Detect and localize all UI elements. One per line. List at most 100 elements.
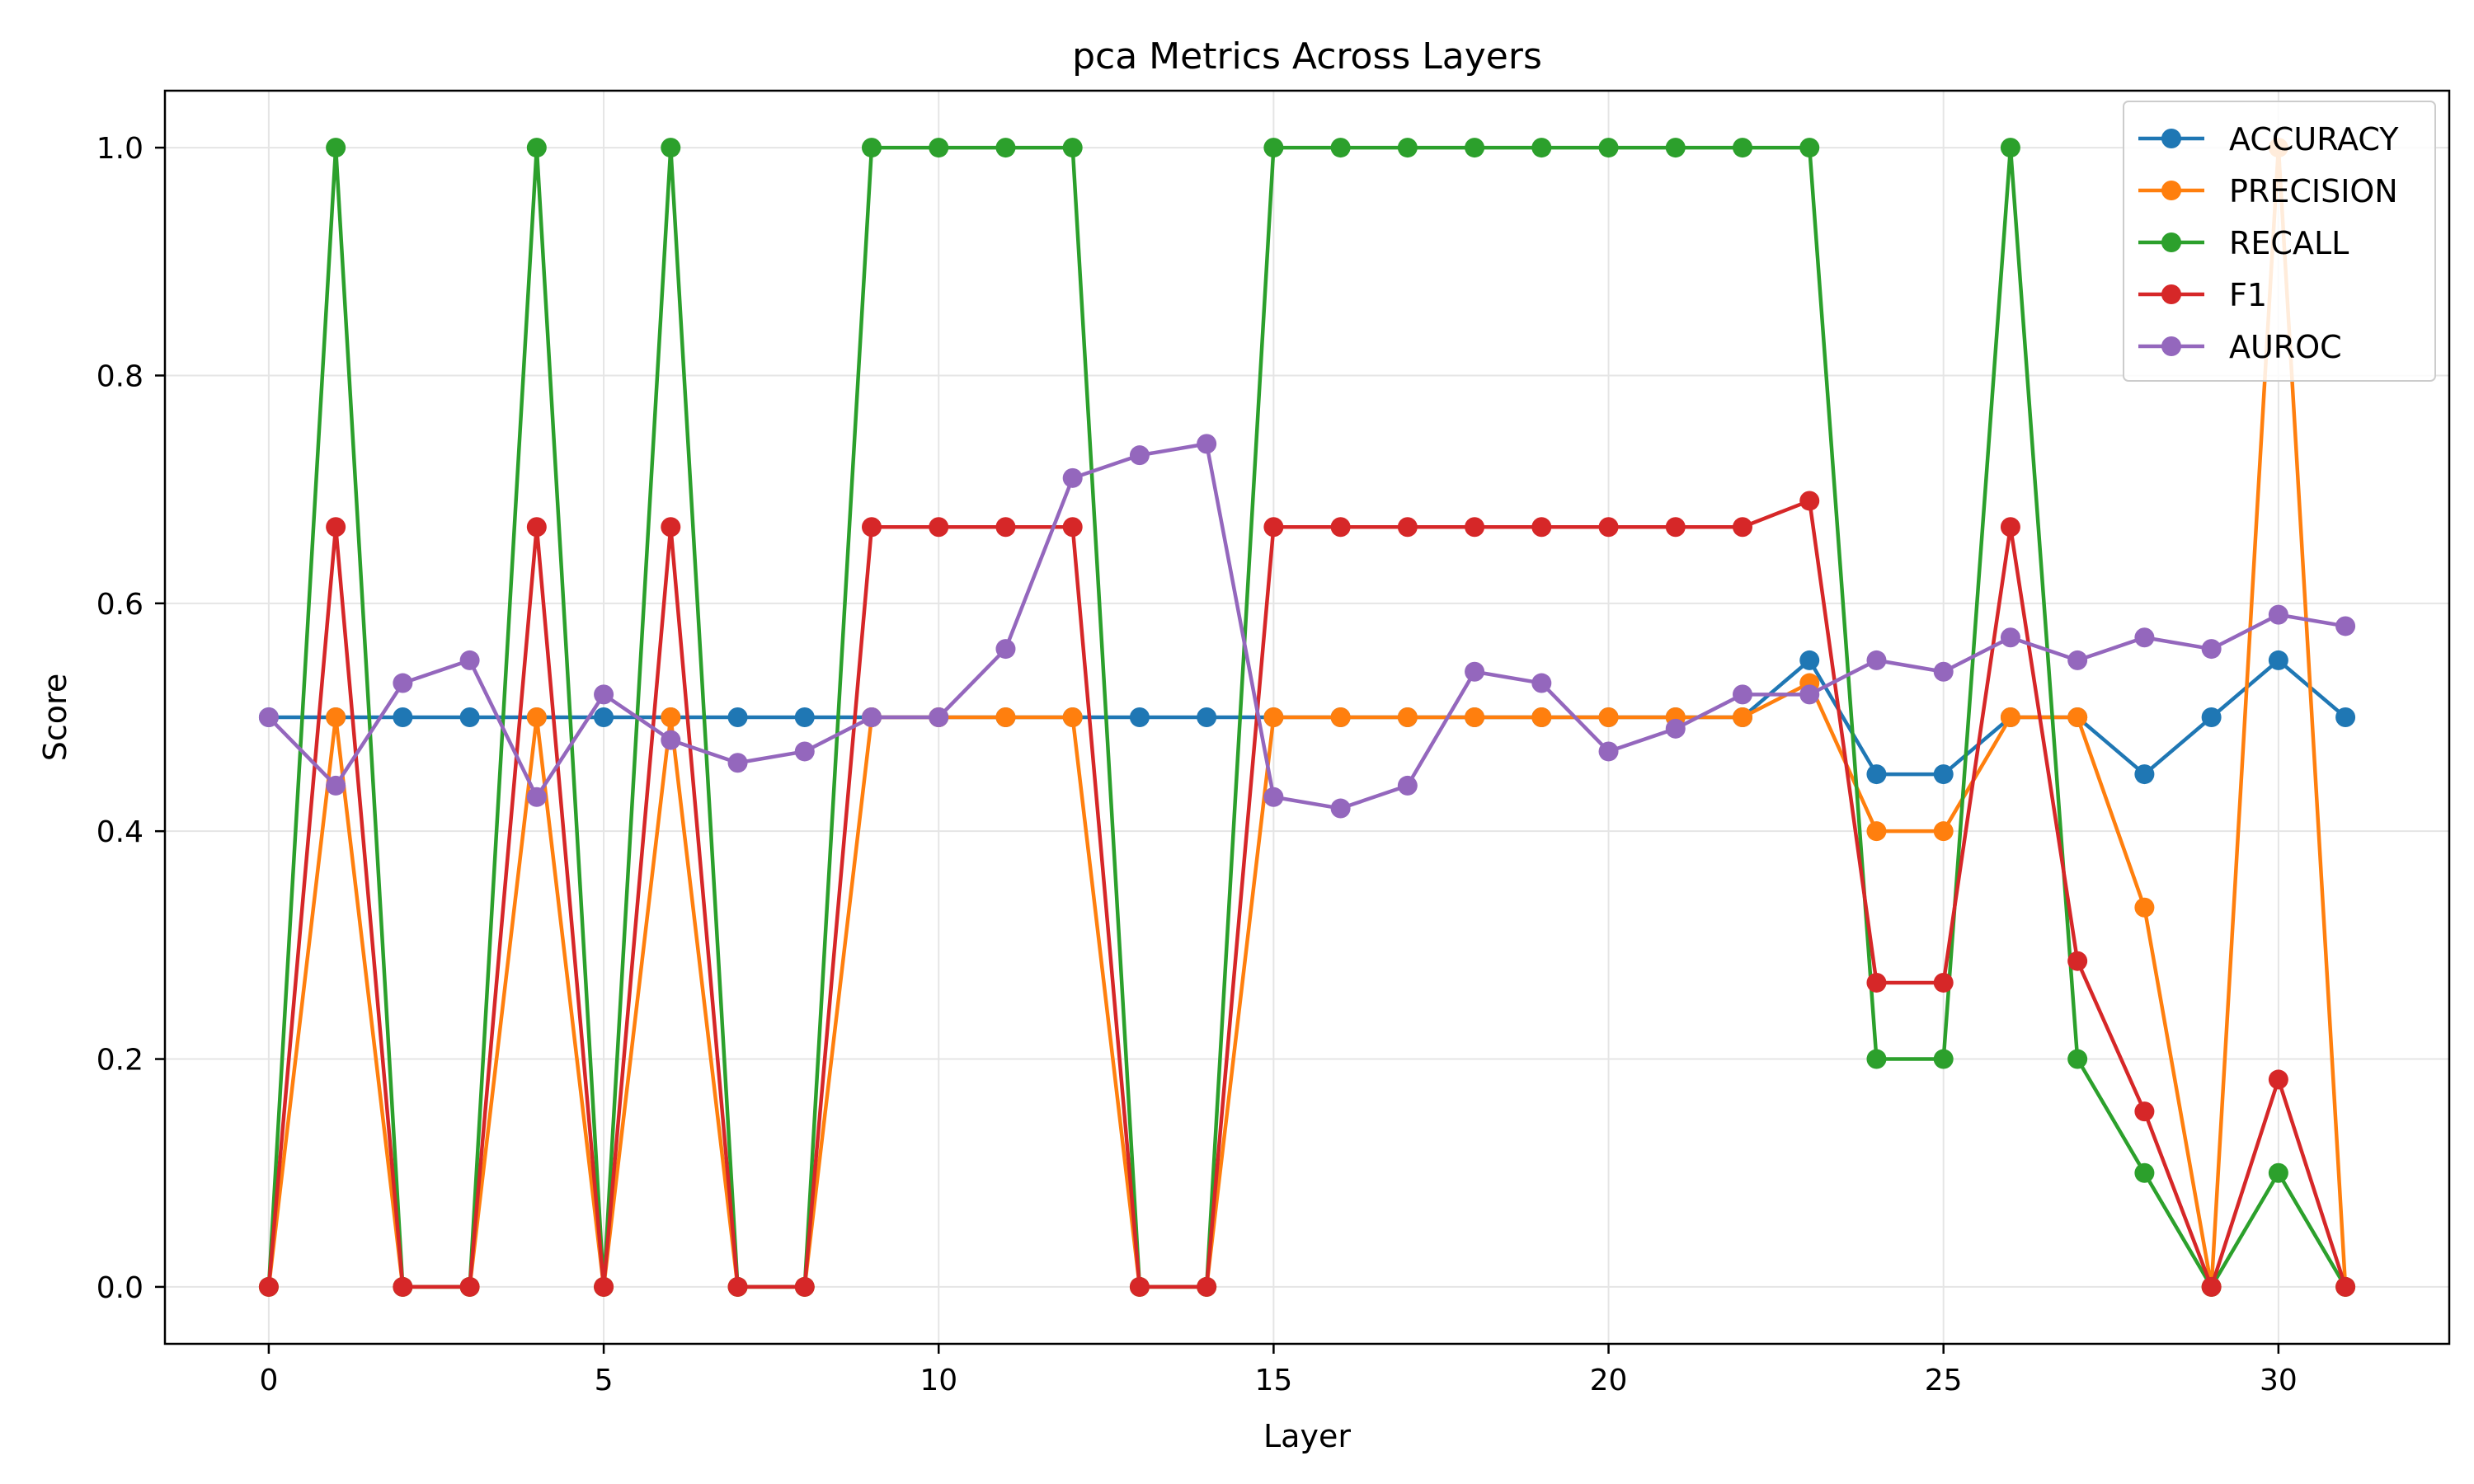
- data-point-recall: [2134, 1162, 2155, 1183]
- data-point-precision: [526, 707, 547, 727]
- data-point-recall: [861, 138, 882, 158]
- data-point-precision: [2000, 707, 2020, 727]
- plot-frame: [163, 89, 2451, 1345]
- data-point-precision: [2067, 707, 2088, 727]
- data-point-recall: [1799, 138, 1820, 158]
- legend-item-recall: RECALL: [2138, 225, 2349, 261]
- data-point-accuracy: [1933, 764, 1954, 785]
- data-point-auroc: [1665, 718, 1686, 739]
- x-tick-label: 10: [920, 1364, 957, 1397]
- data-point-recall: [1866, 1049, 1887, 1069]
- data-point-accuracy: [794, 707, 815, 727]
- legend-swatch-marker: [2161, 232, 2181, 252]
- data-point-f1: [393, 1276, 413, 1297]
- data-point-accuracy: [1197, 707, 1217, 727]
- data-point-auroc: [2000, 627, 2020, 648]
- data-point-recall: [1933, 1049, 1954, 1069]
- legend-label: AUROC: [2229, 329, 2342, 365]
- y-tick-label: 0.6: [96, 588, 143, 622]
- data-point-auroc: [258, 707, 279, 727]
- data-point-auroc: [459, 650, 480, 670]
- data-point-accuracy: [594, 707, 614, 727]
- data-point-f1: [2268, 1069, 2288, 1090]
- data-point-f1: [1933, 972, 1954, 993]
- data-point-recall: [526, 138, 547, 158]
- data-point-precision: [1465, 707, 1485, 727]
- data-point-recall: [1531, 138, 1552, 158]
- data-point-recall: [2067, 1049, 2088, 1069]
- data-point-f1: [459, 1276, 480, 1297]
- legend-item-auroc: AUROC: [2138, 329, 2342, 365]
- data-point-f1: [2335, 1276, 2356, 1297]
- legend-label: ACCURACY: [2229, 121, 2399, 157]
- data-point-recall: [1062, 138, 1083, 158]
- data-point-recall: [326, 138, 346, 158]
- data-point-auroc: [727, 753, 748, 773]
- data-point-f1: [1062, 517, 1083, 538]
- data-point-accuracy: [1799, 650, 1820, 670]
- data-point-precision: [326, 707, 346, 727]
- data-point-accuracy: [1129, 707, 1150, 727]
- legend-label: F1: [2229, 277, 2267, 313]
- legend: ACCURACY PRECISION RECALL F1 AUROC: [2123, 101, 2436, 382]
- series-auroc: [258, 434, 2356, 819]
- data-point-f1: [258, 1276, 279, 1297]
- data-point-f1: [995, 517, 1016, 538]
- data-point-f1: [1733, 517, 1753, 538]
- data-point-precision: [1397, 707, 1418, 727]
- data-point-f1: [1799, 491, 1820, 511]
- axis-ticks: 0 5 10 15 20 25 30 0.0 0.2 0.4 0.6 0.8 1.0: [96, 132, 2298, 1397]
- data-point-auroc: [2268, 604, 2288, 625]
- data-point-auroc: [1330, 798, 1351, 819]
- legend-swatch-marker: [2161, 336, 2181, 356]
- data-point-precision: [995, 707, 1016, 727]
- data-point-auroc: [1866, 650, 1887, 670]
- data-point-f1: [526, 517, 547, 538]
- data-point-auroc: [393, 673, 413, 693]
- data-point-f1: [1531, 517, 1552, 538]
- legend-swatch-marker: [2161, 181, 2181, 200]
- data-point-auroc: [794, 741, 815, 762]
- data-point-f1: [861, 517, 882, 538]
- data-point-auroc: [1062, 467, 1083, 488]
- data-point-recall: [1598, 138, 1619, 158]
- legend-swatch-marker: [2161, 129, 2181, 148]
- data-point-accuracy: [459, 707, 480, 727]
- legend-item-accuracy: ACCURACY: [2138, 121, 2399, 157]
- y-axis-label: Score: [37, 674, 73, 761]
- x-tick-label: 30: [2260, 1364, 2298, 1397]
- data-point-f1: [661, 517, 681, 538]
- data-point-auroc: [1733, 684, 1753, 705]
- data-point-precision: [1866, 821, 1887, 842]
- data-point-auroc: [1263, 787, 1284, 807]
- data-point-recall: [1733, 138, 1753, 158]
- data-point-precision: [1531, 707, 1552, 727]
- legend-label: RECALL: [2229, 225, 2349, 261]
- data-point-recall: [661, 138, 681, 158]
- data-point-recall: [2000, 138, 2020, 158]
- data-point-precision: [1598, 707, 1619, 727]
- legend-label: PRECISION: [2229, 173, 2398, 209]
- data-point-f1: [2201, 1276, 2222, 1297]
- data-point-auroc: [1799, 684, 1820, 705]
- data-point-f1: [1665, 517, 1686, 538]
- data-point-recall: [1665, 138, 1686, 158]
- data-point-recall: [995, 138, 1016, 158]
- data-point-f1: [594, 1276, 614, 1297]
- data-point-precision: [1263, 707, 1284, 727]
- x-tick-label: 0: [259, 1364, 278, 1397]
- data-point-f1: [1129, 1276, 1150, 1297]
- data-point-auroc: [594, 684, 614, 705]
- data-point-auroc: [995, 639, 1016, 660]
- data-point-accuracy: [2134, 764, 2155, 785]
- data-point-auroc: [2067, 650, 2088, 670]
- data-point-f1: [2000, 517, 2020, 538]
- x-tick-label: 15: [1254, 1364, 1292, 1397]
- data-point-auroc: [929, 707, 949, 727]
- data-point-recall: [1397, 138, 1418, 158]
- x-tick-label: 5: [595, 1364, 614, 1397]
- data-point-precision: [1733, 707, 1753, 727]
- data-point-accuracy: [2201, 707, 2222, 727]
- data-point-f1: [1263, 517, 1284, 538]
